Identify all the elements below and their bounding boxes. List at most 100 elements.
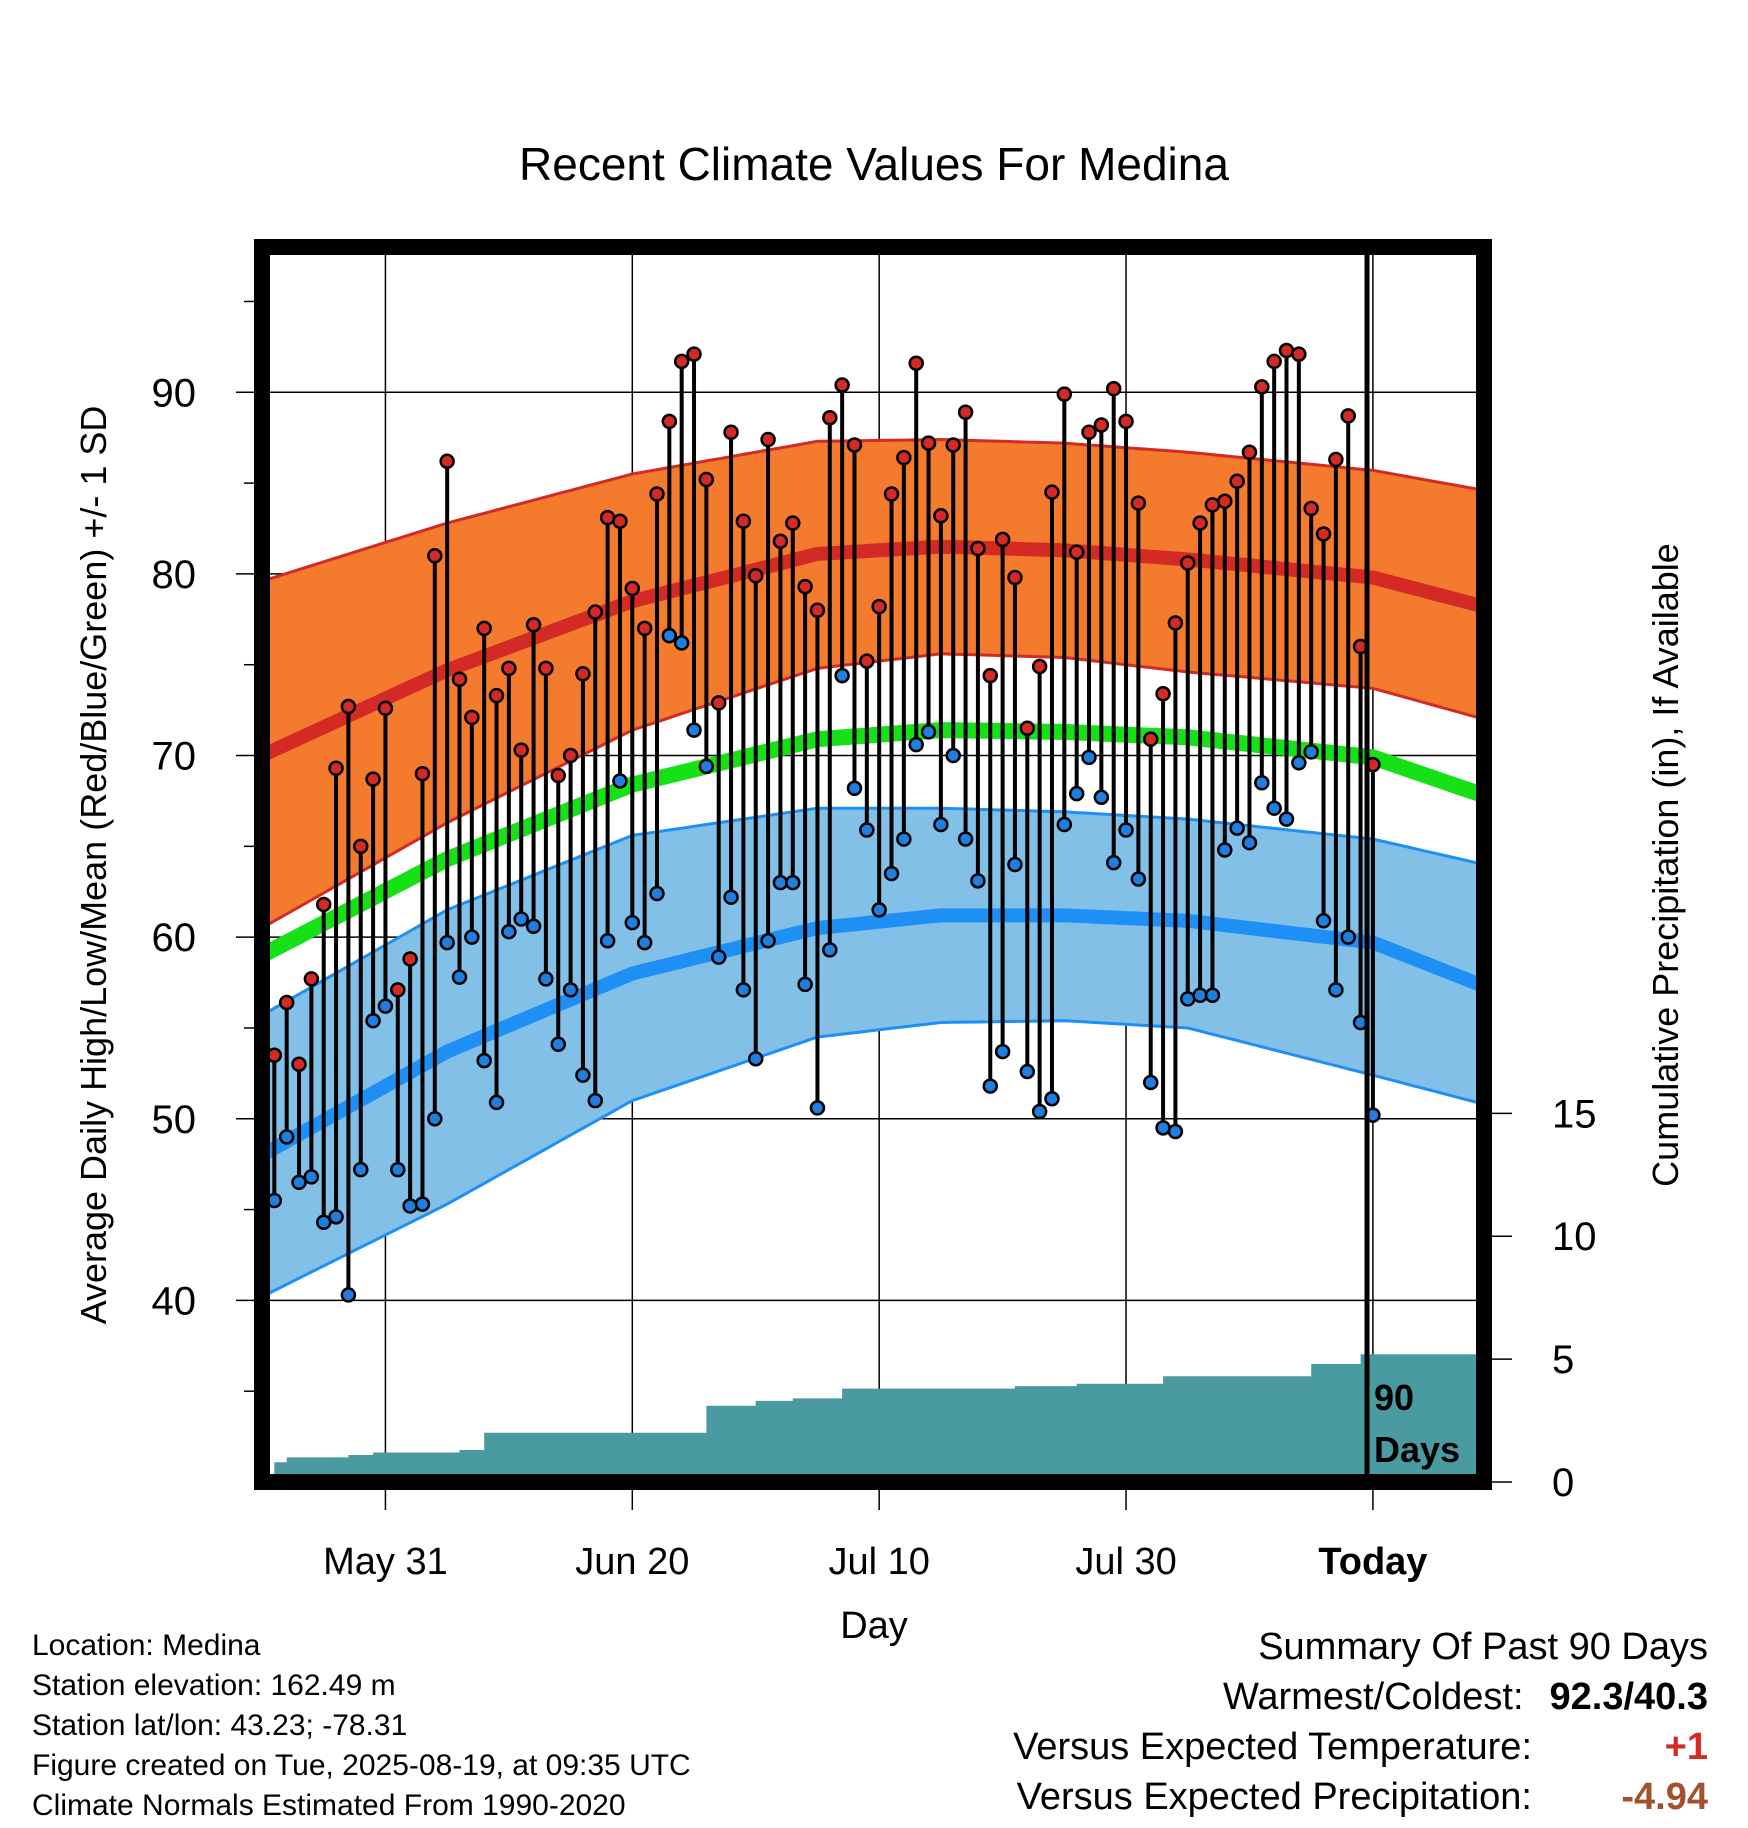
daily-high-point [920, 435, 937, 451]
daily-low-point [1056, 816, 1073, 833]
daily-low-point [513, 911, 529, 927]
x-tick-label: Jul 30 [1075, 1541, 1176, 1583]
daily-high-point [1118, 413, 1134, 430]
y-tick-label-left: 70 [152, 735, 197, 779]
y-tick-label-right: 0 [1552, 1461, 1574, 1505]
daily-low-point [1192, 987, 1208, 1004]
info-latlon: Station lat/lon: 43.23; -78.31 [32, 1709, 408, 1742]
daily-dots [266, 342, 1381, 1303]
station-info: Location: Medina Station elevation: 162.… [32, 1626, 691, 1826]
daily-high-point [1081, 424, 1097, 440]
x-tick-label: May 31 [323, 1541, 448, 1583]
info-location: Location: Medina [32, 1629, 261, 1662]
daily-low-point [772, 874, 789, 891]
y-tick-label-left: 40 [152, 1279, 197, 1323]
daily-high-point [908, 355, 924, 371]
daily-low-point [785, 874, 801, 891]
daily-high-point [649, 486, 665, 502]
daily-high-point [970, 540, 986, 557]
daily-low-point [883, 865, 900, 882]
daily-low-point [1303, 744, 1319, 760]
mean-normal-line [262, 722, 1484, 963]
precip-area [262, 1354, 1484, 1482]
info-normals: Climate Normals Estimated From 1990-2020 [32, 1789, 626, 1822]
daily-low-point [575, 1067, 591, 1083]
daily-low-point [1278, 811, 1295, 827]
daily-high-point [1340, 408, 1356, 424]
x-axis-label: Day [840, 1605, 908, 1647]
daily-low-point [661, 627, 678, 644]
daily-low-point [822, 942, 838, 958]
daily-high-point [365, 771, 381, 787]
precip-versus-label: Versus Expected Precipitation: [1016, 1776, 1532, 1818]
precip-versus-value: -4.94 [1621, 1776, 1708, 1818]
daily-low-point [846, 780, 863, 796]
daily-low-point [1019, 1063, 1036, 1080]
daily-high-point [809, 602, 826, 618]
daily-low-point [735, 982, 752, 998]
daily-low-point [896, 831, 912, 847]
daily-high-point [1328, 451, 1344, 468]
daily-high-point [612, 513, 628, 529]
daily-high-point [673, 353, 690, 370]
daily-low-point [1266, 800, 1282, 816]
daily-low-point [525, 918, 542, 934]
daily-high-point [772, 533, 789, 549]
daily-high-point [896, 449, 912, 466]
daily-low-point [340, 1287, 357, 1303]
daily-high-point [933, 508, 949, 524]
plot-frame [254, 239, 1492, 1490]
daily-high-point [1031, 658, 1048, 675]
daily-high-point [1056, 386, 1073, 402]
daily-low-point [1007, 856, 1023, 873]
daily-low-point [920, 724, 937, 740]
daily-low-point [834, 667, 850, 684]
daily-high-point [735, 513, 752, 529]
y-tick-label-left: 60 [152, 916, 197, 960]
daily-high-point [1204, 497, 1221, 513]
daily-high-point [1291, 346, 1307, 362]
daily-low-point [945, 747, 961, 764]
daily-low-point [982, 1078, 999, 1094]
daily-low-point [747, 1051, 764, 1067]
daily-low-point [1118, 822, 1134, 838]
daily-high-point [822, 409, 838, 426]
y-tick-label-right: 15 [1552, 1092, 1597, 1136]
daily-low-point [501, 923, 517, 940]
daily-high-point [390, 982, 406, 998]
daily-high-point [303, 971, 320, 987]
daily-low-point [908, 736, 924, 753]
daily-high-point [525, 617, 542, 633]
daily-high-point [747, 567, 764, 584]
daily-low-point [1241, 834, 1258, 851]
daily-low-point [723, 889, 739, 905]
daily-high-point [439, 453, 455, 470]
daily-high-point [1217, 493, 1233, 510]
daily-low-point [365, 1012, 381, 1029]
daily-high-point [760, 431, 776, 448]
y-tick-label-left: 80 [152, 553, 197, 597]
daily-low-point [1340, 929, 1356, 945]
daily-high-point [883, 486, 900, 502]
daily-high-point [1278, 342, 1295, 359]
summary-panel: Summary Of Past 90 Days Warmest/Coldest:… [1013, 1622, 1708, 1822]
daily-high-point [414, 765, 431, 782]
y-tick-label-right: 5 [1552, 1338, 1574, 1382]
right-axis: 0 5 10 15 [1492, 1092, 1597, 1505]
daily-high-point [871, 598, 887, 615]
daily-low-point [970, 873, 986, 889]
y-tick-label-right: 10 [1552, 1215, 1597, 1259]
daily-low-point [624, 914, 641, 931]
daily-high-point [723, 424, 739, 440]
daily-low-point [710, 949, 727, 965]
daily-low-point [1180, 991, 1196, 1007]
low-normal-band [262, 806, 1484, 1299]
period-label-unit: Days [1374, 1429, 1460, 1470]
daily-low-point [278, 1129, 295, 1145]
daily-high-point [328, 760, 344, 776]
daily-low-point [562, 982, 579, 998]
daily-low-point [1044, 1091, 1060, 1107]
daily-high-point [562, 747, 579, 764]
daily-high-point [501, 660, 517, 677]
daily-high-point [402, 951, 418, 967]
